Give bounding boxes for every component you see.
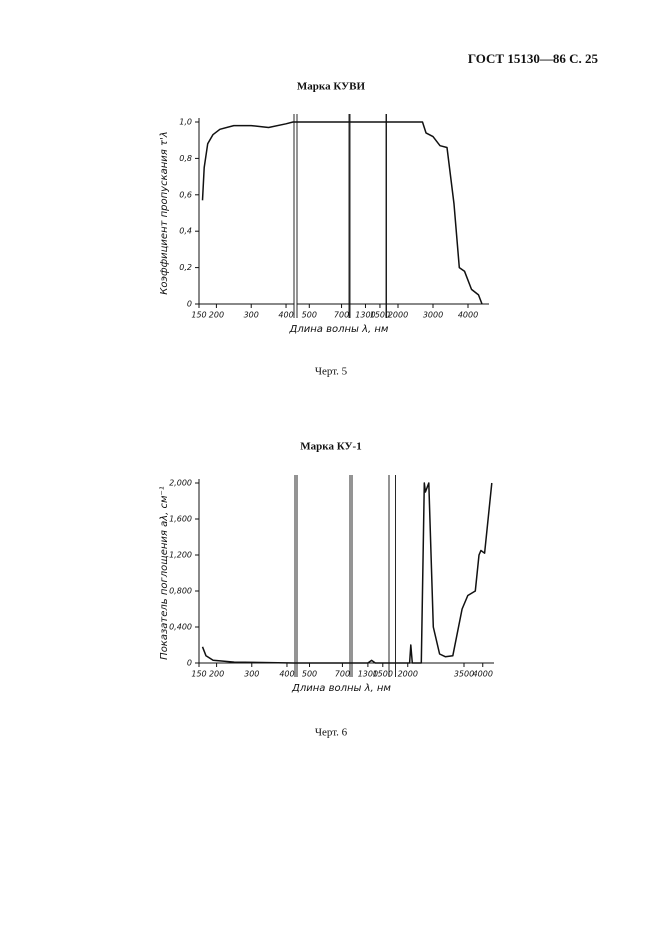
x-tick-label: 300 [244, 311, 259, 320]
x-tick-label: 150 [191, 670, 206, 679]
x-tick-label: 150 [191, 311, 206, 320]
x-tick-label: 500 [302, 311, 317, 320]
axis-break-gap [294, 303, 297, 305]
page-header: ГОСТ 15130—86 С. 25 [468, 51, 599, 66]
x-tick-label: 3000 [423, 311, 443, 320]
chart-title: Марка КУВИ [297, 81, 366, 93]
y-tick-label: 0,8 [179, 154, 192, 163]
x-tick-label: 1300 [358, 670, 378, 679]
x-tick-label: 1500 [373, 670, 393, 679]
y-tick-label: 1,0 [179, 118, 192, 127]
x-tick-label: 300 [244, 670, 259, 679]
y-tick-label: 0,800 [169, 587, 192, 596]
x-tick-label: 2000 [388, 311, 408, 320]
x-tick-label: 400 [279, 670, 294, 679]
y-tick-label: 1,600 [169, 515, 192, 524]
y-tick-label: 0 [187, 300, 192, 309]
x-tick-label: 2000 [398, 670, 418, 679]
x-tick-label: 500 [302, 670, 317, 679]
caption: Черт. 5 [315, 366, 348, 378]
y-axis-label: Коэффициент пропускания τ'λ [159, 131, 170, 294]
x-tick-label: 700 [335, 670, 350, 679]
x-tick-label: 3500 [454, 670, 474, 679]
y-tick-label: 0,6 [179, 190, 192, 199]
x-tick-label: 400 [278, 311, 293, 320]
curve [201, 482, 493, 664]
y-tick-label: 0,4 [179, 227, 192, 236]
x-tick-label: 200 [209, 670, 224, 679]
curve [201, 121, 483, 305]
y-tick-label: 0 [187, 659, 192, 668]
caption: Черт. 6 [315, 727, 348, 739]
y-tick-label: 0,2 [179, 263, 192, 272]
x-tick-label: 1500 [370, 311, 390, 320]
x-tick-label: 1300 [355, 311, 375, 320]
x-axis-label: Длина волны λ, нм [289, 324, 389, 335]
y-tick-label: 2,000 [169, 479, 192, 488]
y-tick-label: 0,400 [169, 623, 192, 632]
x-tick-label: 4000 [458, 311, 478, 320]
y-tick-label: 1,200 [169, 551, 192, 560]
y-axis-label: Показатель поглощения aλ, см⁻¹ [159, 486, 170, 660]
x-tick-label: 200 [209, 311, 224, 320]
x-tick-label: 700 [334, 311, 349, 320]
chart-title: Марка КУ-1 [300, 441, 361, 453]
x-tick-label: 4000 [473, 670, 493, 679]
x-axis-label: Длина волны λ, нм [291, 683, 391, 694]
